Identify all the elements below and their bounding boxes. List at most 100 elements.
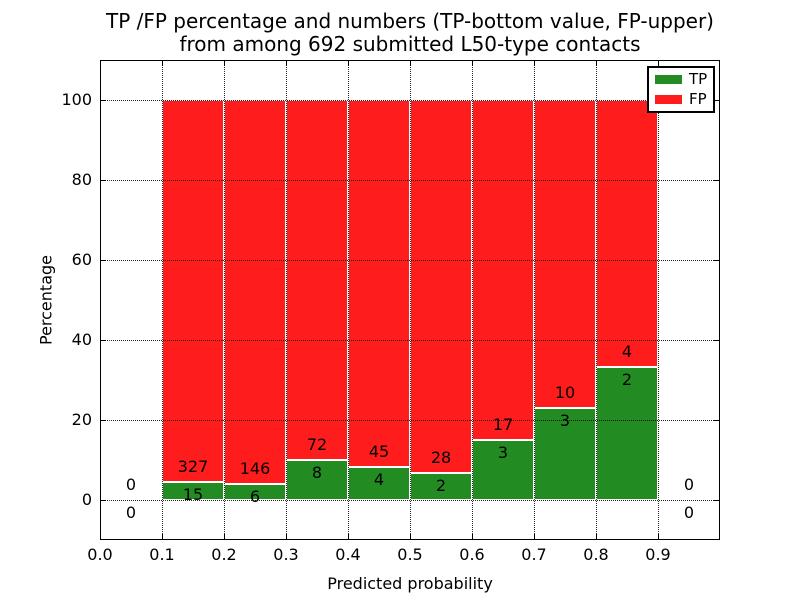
x-gridline (286, 60, 287, 540)
x-tick-label: 0.0 (87, 545, 113, 564)
tp-bar-segment (410, 473, 472, 500)
y-tick-label: 0 (81, 490, 92, 509)
y-tick-mark-right (714, 340, 720, 341)
fp-count-label: 72 (306, 435, 328, 454)
tp-count-label: 2 (435, 476, 447, 496)
x-tick-mark (224, 534, 225, 540)
legend-label-fp: FP (689, 90, 707, 108)
x-gridline (596, 60, 597, 540)
tp-bar-segment (286, 460, 348, 500)
tp-count-label: 2 (621, 369, 633, 389)
x-gridline (658, 60, 659, 540)
x-tick-label: 0.5 (397, 545, 423, 564)
x-gridline (224, 60, 225, 540)
x-tick-mark (534, 534, 535, 540)
y-tick-mark (100, 180, 106, 181)
tp-count-label: 0 (125, 503, 137, 522)
y-tick-label: 20 (71, 410, 92, 429)
x-tick-label: 0.4 (335, 545, 361, 564)
x-tick-mark-top (224, 60, 225, 66)
tp-bar-segment (472, 440, 534, 500)
x-tick-mark-top (472, 60, 473, 66)
x-tick-mark (162, 534, 163, 540)
x-tick-mark (100, 534, 101, 540)
y-tick-mark-right (714, 500, 720, 501)
y-tick-mark (100, 500, 106, 501)
x-gridline (162, 60, 163, 540)
y-tick-label: 100 (61, 90, 92, 109)
y-tick-mark (100, 420, 106, 421)
y-tick-label: 40 (71, 330, 92, 349)
x-gridline (410, 60, 411, 540)
tp-count-label: 3 (559, 410, 571, 430)
legend-entry-tp: TP (655, 72, 707, 87)
x-tick-mark (658, 534, 659, 540)
x-tick-label: 0.8 (583, 545, 609, 564)
y-tick-mark-right (714, 100, 720, 101)
fp-bar-segment (286, 100, 348, 460)
x-tick-mark-top (596, 60, 597, 66)
fp-count-label: 10 (554, 382, 576, 402)
fp-count-label: 45 (368, 442, 390, 462)
tp-count-label: 3 (497, 443, 509, 462)
x-tick-mark (596, 534, 597, 540)
x-tick-mark-top (286, 60, 287, 66)
x-tick-mark-top (348, 60, 349, 66)
x-tick-mark (410, 534, 411, 540)
legend: TP FP (647, 66, 715, 113)
x-gridline (348, 60, 349, 540)
legend-label-tp: TP (689, 70, 708, 88)
x-tick-mark-top (534, 60, 535, 66)
chart-title-line2: from among 692 submitted L50-type contac… (179, 32, 641, 56)
y-tick-label: 60 (71, 250, 92, 269)
tp-count-label: 4 (373, 470, 385, 490)
y-tick-mark (100, 100, 106, 101)
x-gridline (472, 60, 473, 540)
x-tick-mark (472, 534, 473, 540)
y-tick-mark (100, 340, 106, 341)
x-tick-label: 0.7 (521, 545, 547, 564)
fp-bar-segment (596, 100, 658, 367)
fp-bar-segment (534, 100, 596, 408)
chart-title: TP /FP percentage and numbers (TP-bottom… (100, 10, 720, 56)
x-tick-label: 0.1 (149, 545, 175, 564)
fp-bar-segment (162, 100, 224, 483)
fp-count-label: 4 (621, 341, 633, 361)
fp-count-label: 0 (125, 475, 137, 494)
fp-bar-segment (472, 100, 534, 440)
fp-bar-segment (410, 100, 472, 474)
fp-count-label: 28 (430, 448, 452, 468)
x-tick-mark-top (100, 60, 101, 66)
x-gridline (534, 60, 535, 540)
x-tick-label: 0.9 (645, 545, 671, 564)
y-tick-mark-right (714, 180, 720, 181)
y-tick-label: 80 (71, 170, 92, 189)
fp-count-label: 327 (177, 457, 209, 477)
tp-count-label: 6 (249, 487, 261, 507)
fp-bar-segment (348, 100, 410, 468)
chart-title-line1: TP /FP percentage and numbers (TP-bottom… (106, 9, 714, 33)
fp-bar-segment (224, 100, 286, 485)
x-tick-label: 0.2 (211, 545, 237, 564)
fp-count-label: 146 (239, 459, 271, 479)
tp-count-label: 15 (182, 485, 204, 505)
x-tick-label: 0.3 (273, 545, 299, 564)
fp-count-label: 17 (492, 415, 514, 434)
x-tick-mark (348, 534, 349, 540)
x-tick-mark-top (658, 60, 659, 66)
legend-entry-fp: FP (655, 92, 707, 107)
tp-count-label: 0 (683, 503, 695, 522)
y-tick-mark-right (714, 260, 720, 261)
fp-color-swatch (655, 95, 682, 104)
x-tick-mark-top (410, 60, 411, 66)
y-axis-label: Percentage (36, 254, 56, 346)
tp-color-swatch (655, 75, 682, 84)
x-tick-label: 0.6 (459, 545, 485, 564)
y-tick-mark (100, 260, 106, 261)
fp-count-label: 0 (683, 475, 695, 494)
x-tick-mark-top (162, 60, 163, 66)
x-tick-mark (286, 534, 287, 540)
tp-count-label: 8 (311, 463, 323, 482)
y-tick-mark-right (714, 420, 720, 421)
